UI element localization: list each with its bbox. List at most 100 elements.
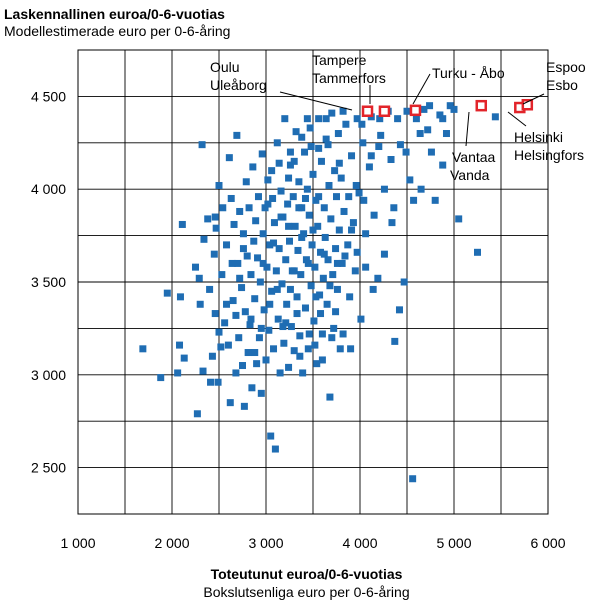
data-point xyxy=(314,222,322,230)
data-point xyxy=(319,274,327,282)
data-point xyxy=(251,349,259,357)
data-point xyxy=(290,157,298,165)
data-point xyxy=(311,263,319,271)
data-point xyxy=(192,263,199,271)
data-point xyxy=(377,131,385,139)
annotation-label: Espoo xyxy=(546,59,586,75)
data-point xyxy=(204,215,212,223)
data-point xyxy=(246,321,254,329)
data-point xyxy=(317,248,325,256)
x-tick-label: 6 000 xyxy=(530,535,565,551)
data-point xyxy=(334,130,342,138)
data-point xyxy=(402,148,410,156)
data-point xyxy=(221,319,229,327)
data-point xyxy=(412,115,420,123)
data-point xyxy=(228,259,236,267)
data-point xyxy=(394,115,402,123)
data-point xyxy=(252,217,260,225)
data-point xyxy=(281,115,289,123)
data-points xyxy=(139,102,499,483)
data-point xyxy=(331,167,339,175)
data-point xyxy=(207,378,215,386)
data-point xyxy=(259,230,267,238)
data-point xyxy=(380,185,388,193)
data-point xyxy=(293,293,301,301)
data-point xyxy=(272,267,280,275)
data-point xyxy=(285,174,293,182)
data-point xyxy=(251,295,259,303)
data-point xyxy=(239,245,247,253)
data-point xyxy=(249,163,257,171)
data-point xyxy=(320,204,328,212)
data-point xyxy=(254,193,262,201)
data-point xyxy=(474,248,481,256)
data-point xyxy=(491,113,499,121)
data-point xyxy=(315,193,323,201)
data-point xyxy=(369,285,377,293)
data-point xyxy=(257,324,265,332)
annotation-label: Helsinki xyxy=(514,129,563,145)
data-point xyxy=(374,274,382,282)
data-point xyxy=(326,282,334,290)
data-point xyxy=(333,193,340,201)
data-point xyxy=(245,204,253,212)
data-point xyxy=(353,115,361,123)
data-point xyxy=(211,310,219,318)
data-point xyxy=(278,280,286,288)
data-point xyxy=(257,389,265,397)
data-point xyxy=(387,156,395,164)
data-point xyxy=(226,399,234,407)
data-point xyxy=(310,317,318,325)
data-point xyxy=(341,252,349,260)
highlight-point xyxy=(378,105,391,117)
tick-labels: 1 000 2 000 3 000 4 000 5 000 6 000 2 500 3 000… xyxy=(31,88,566,551)
annotation-label: Esbo xyxy=(546,77,578,93)
data-point xyxy=(395,306,403,314)
data-point xyxy=(335,159,343,167)
annotation-leader xyxy=(522,93,545,105)
data-point xyxy=(301,304,309,312)
data-point xyxy=(286,285,294,293)
x-axis-label: Toteutunut euroa/0-6-vuotias xyxy=(210,566,403,582)
data-point xyxy=(255,334,263,342)
data-point xyxy=(301,194,309,202)
data-point xyxy=(439,115,447,123)
x-tick-label: 1 000 xyxy=(60,535,95,551)
data-point xyxy=(335,226,343,234)
data-point xyxy=(199,367,207,375)
data-point xyxy=(256,278,264,286)
data-point xyxy=(329,271,337,279)
data-point xyxy=(236,207,244,215)
x-tick-label: 2 000 xyxy=(154,535,189,551)
data-point xyxy=(293,310,301,318)
data-point xyxy=(212,224,220,232)
data-point xyxy=(409,475,417,483)
data-point xyxy=(303,115,311,123)
data-point xyxy=(328,109,336,117)
data-point xyxy=(349,219,357,227)
data-point xyxy=(358,120,366,128)
data-point xyxy=(286,237,293,245)
data-point xyxy=(266,300,274,308)
data-point xyxy=(326,393,334,401)
highlight-point xyxy=(361,105,374,117)
data-point xyxy=(174,369,182,377)
data-point xyxy=(327,215,335,223)
data-point xyxy=(244,349,252,357)
data-point xyxy=(300,230,308,238)
x-tick-label: 5 000 xyxy=(436,535,471,551)
data-point xyxy=(215,181,223,189)
data-point xyxy=(365,163,373,171)
data-point xyxy=(290,267,298,275)
data-point xyxy=(362,263,370,271)
data-point xyxy=(269,194,277,202)
data-point xyxy=(362,230,370,238)
data-point xyxy=(240,402,248,410)
data-point xyxy=(253,360,261,368)
data-point xyxy=(304,259,312,267)
annotation-leader xyxy=(279,91,353,111)
data-point xyxy=(296,332,304,340)
data-point xyxy=(234,259,242,267)
data-point xyxy=(271,445,279,453)
data-point xyxy=(230,220,238,228)
